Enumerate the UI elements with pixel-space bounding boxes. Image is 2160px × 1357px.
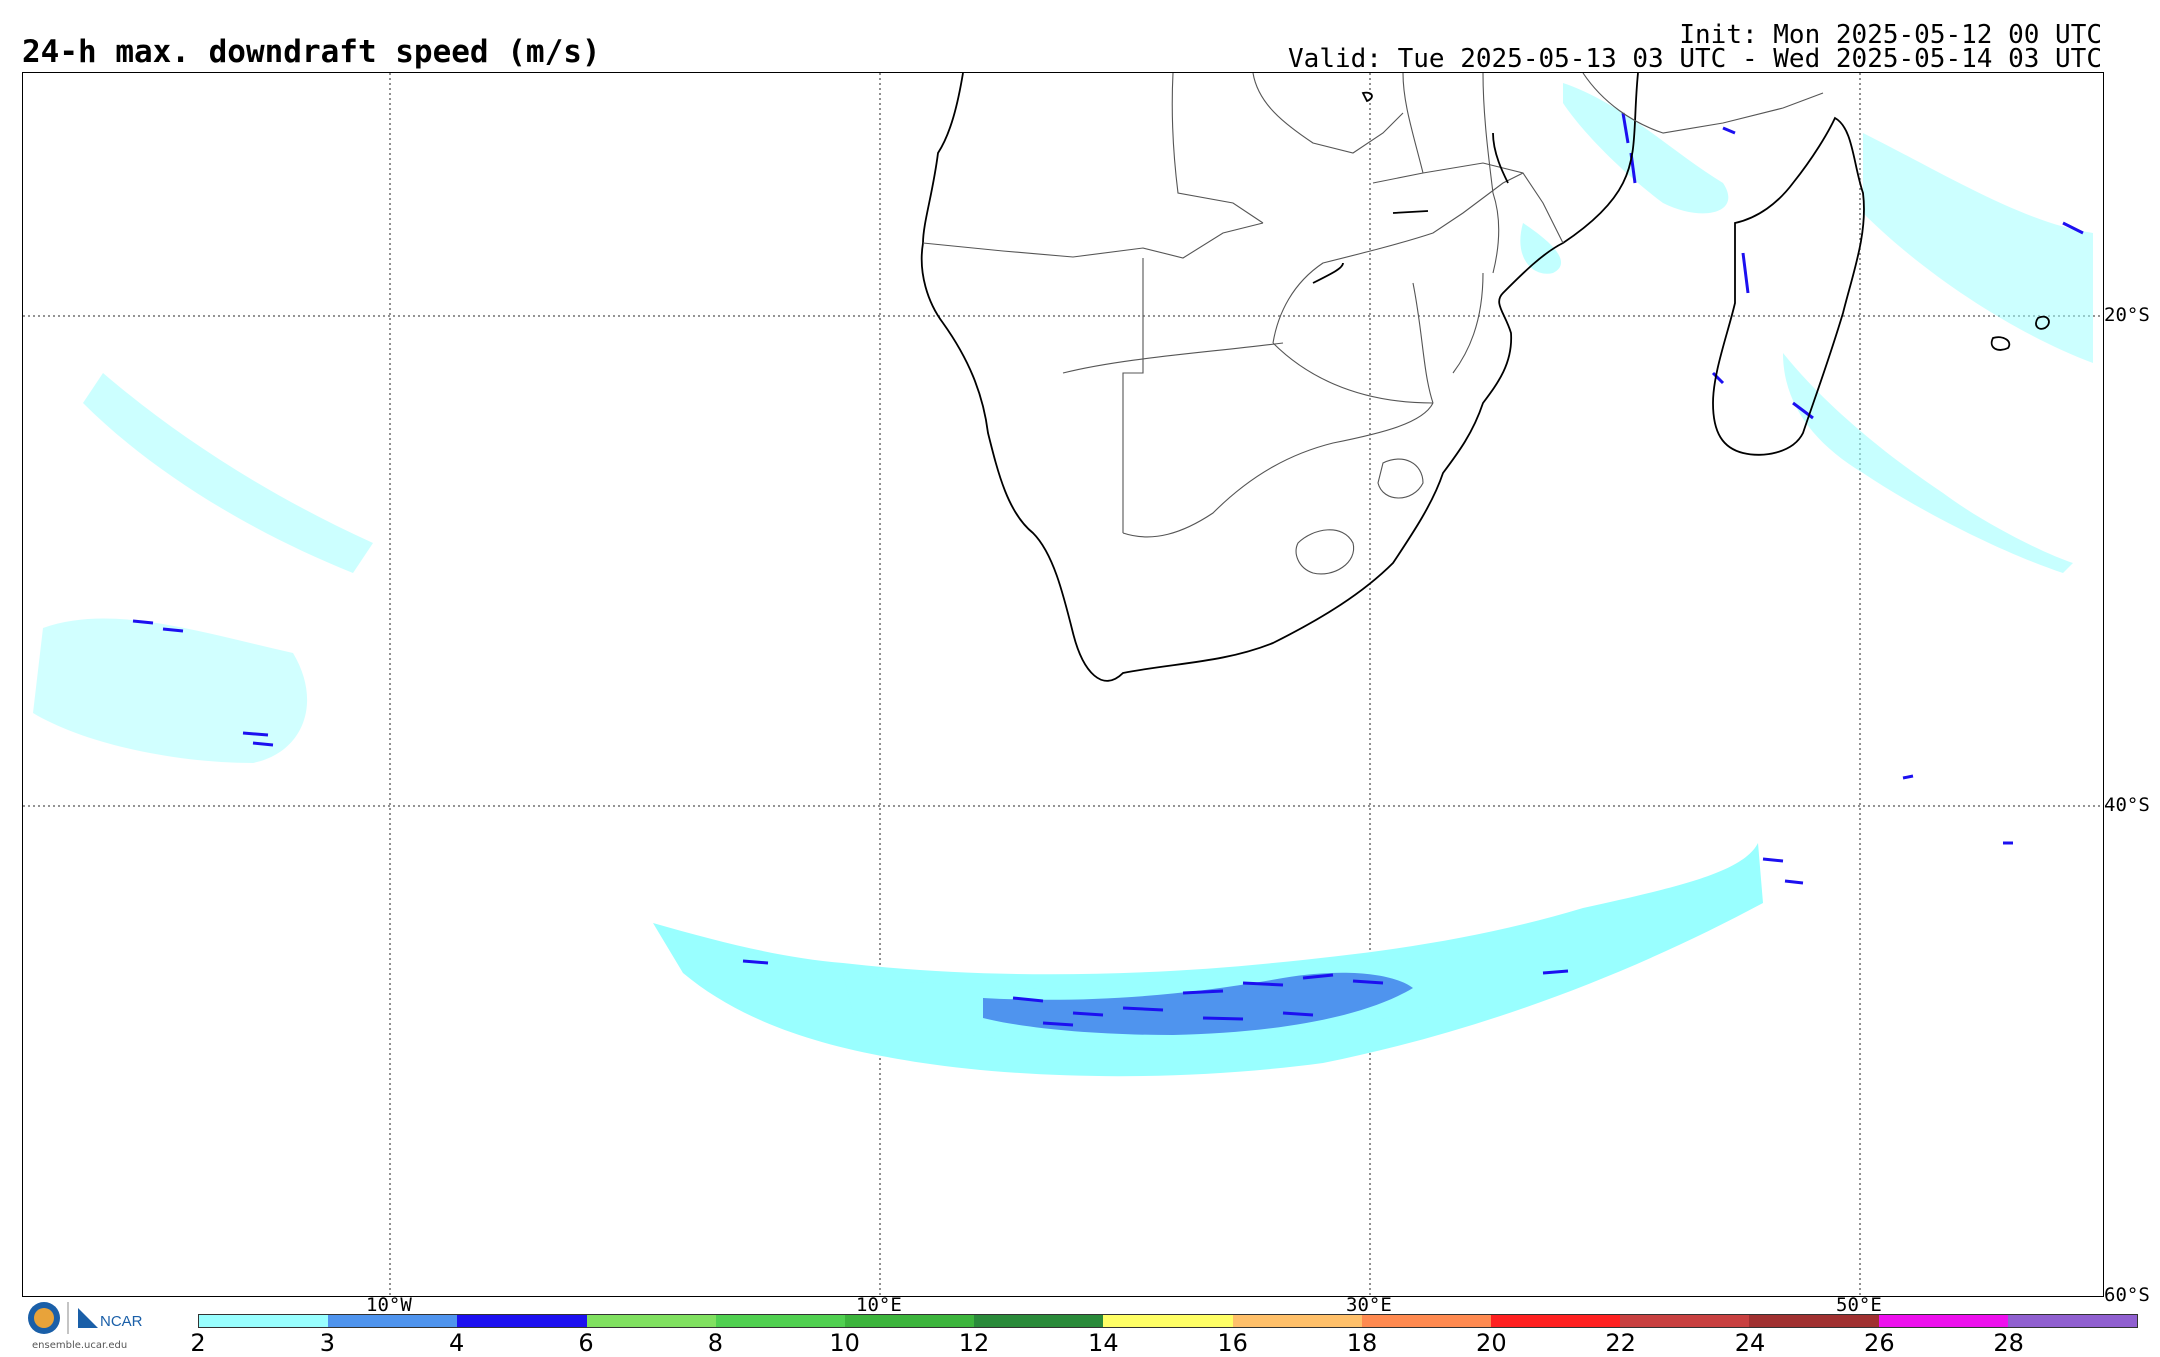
colorbar-segment: [1620, 1315, 1750, 1327]
colorbar-segment: [457, 1315, 587, 1327]
colorbar-tick-label: 16: [1217, 1329, 1248, 1357]
map-canvas: [23, 73, 2103, 1296]
colorbar-tick-label: 24: [1734, 1329, 1766, 1357]
colorbar-segment: [1361, 1315, 1492, 1327]
colorbar-tick-label: 2: [190, 1329, 206, 1357]
ncar-logo[interactable]: NCAR: [26, 1300, 156, 1340]
lakes: [1312, 132, 1509, 284]
downdraft-patches-west: [33, 373, 373, 763]
colorbar-tick-label: 22: [1605, 1329, 1636, 1357]
site-url[interactable]: ensemble.ucar.edu: [32, 1340, 128, 1351]
colorbar-tick-label: 3: [319, 1329, 335, 1357]
colorbar-segment: [1749, 1315, 1879, 1327]
colorbar: [198, 1314, 2138, 1328]
colorbar-tick-label: 18: [1346, 1329, 1378, 1357]
colorbar-segment: [199, 1315, 329, 1327]
coastlines: [920, 73, 2050, 682]
lon-label-10e: 10°E: [856, 1294, 902, 1316]
colorbar-tick-label: 28: [1993, 1329, 2024, 1357]
colorbar-tick-label: 8: [707, 1329, 723, 1357]
colorbar-tick-label: 14: [1088, 1329, 1119, 1357]
colorbar-segment: [328, 1315, 458, 1327]
colorbar-segment: [2007, 1315, 2138, 1327]
valid-time: Valid: Tue 2025-05-13 03 UTC - Wed 2025-…: [1288, 44, 2102, 74]
lat-label-20s: 20°S: [2104, 304, 2150, 326]
colorbar-segment: [1232, 1315, 1362, 1327]
colorbar-tick-label: 12: [958, 1329, 990, 1357]
colorbar-tick-label: 6: [578, 1329, 594, 1357]
colorbar-segment: [1878, 1315, 2008, 1327]
lon-label-50e: 50°E: [1836, 1294, 1882, 1316]
ncar-logo-icon: [78, 1308, 98, 1328]
borders: [922, 73, 1824, 575]
colorbar-tick-label: 26: [1864, 1329, 1895, 1357]
downdraft-patches-east: [1520, 83, 2093, 573]
map-panel: [22, 72, 2104, 1297]
colorbar-segment: [715, 1315, 846, 1327]
graticule: [23, 73, 2103, 1296]
lat-label-40s: 40°S: [2104, 794, 2150, 816]
colorbar-tick-label: 4: [449, 1329, 465, 1357]
ncar-logo-text: NCAR: [100, 1313, 143, 1330]
colorbar-segment: [1103, 1315, 1233, 1327]
colorbar-segment: [1491, 1315, 1621, 1327]
lon-label-10w: 10°W: [366, 1294, 412, 1316]
lon-label-30e: 30°E: [1346, 1294, 1392, 1316]
colorbar-segment: [974, 1315, 1104, 1327]
init-time: Init: Mon 2025-05-12 00 UTC: [1679, 20, 2102, 50]
lat-label-60s: 60°S: [2104, 1284, 2150, 1306]
downdraft-band-south: [653, 774, 2013, 1077]
colorbar-segment: [586, 1315, 716, 1327]
colorbar-segment: [845, 1315, 975, 1327]
colorbar-tick-label: 20: [1476, 1329, 1507, 1357]
map-title: 24-h max. downdraft speed (m/s): [22, 34, 601, 70]
colorbar-tick-label: 10: [829, 1329, 860, 1357]
